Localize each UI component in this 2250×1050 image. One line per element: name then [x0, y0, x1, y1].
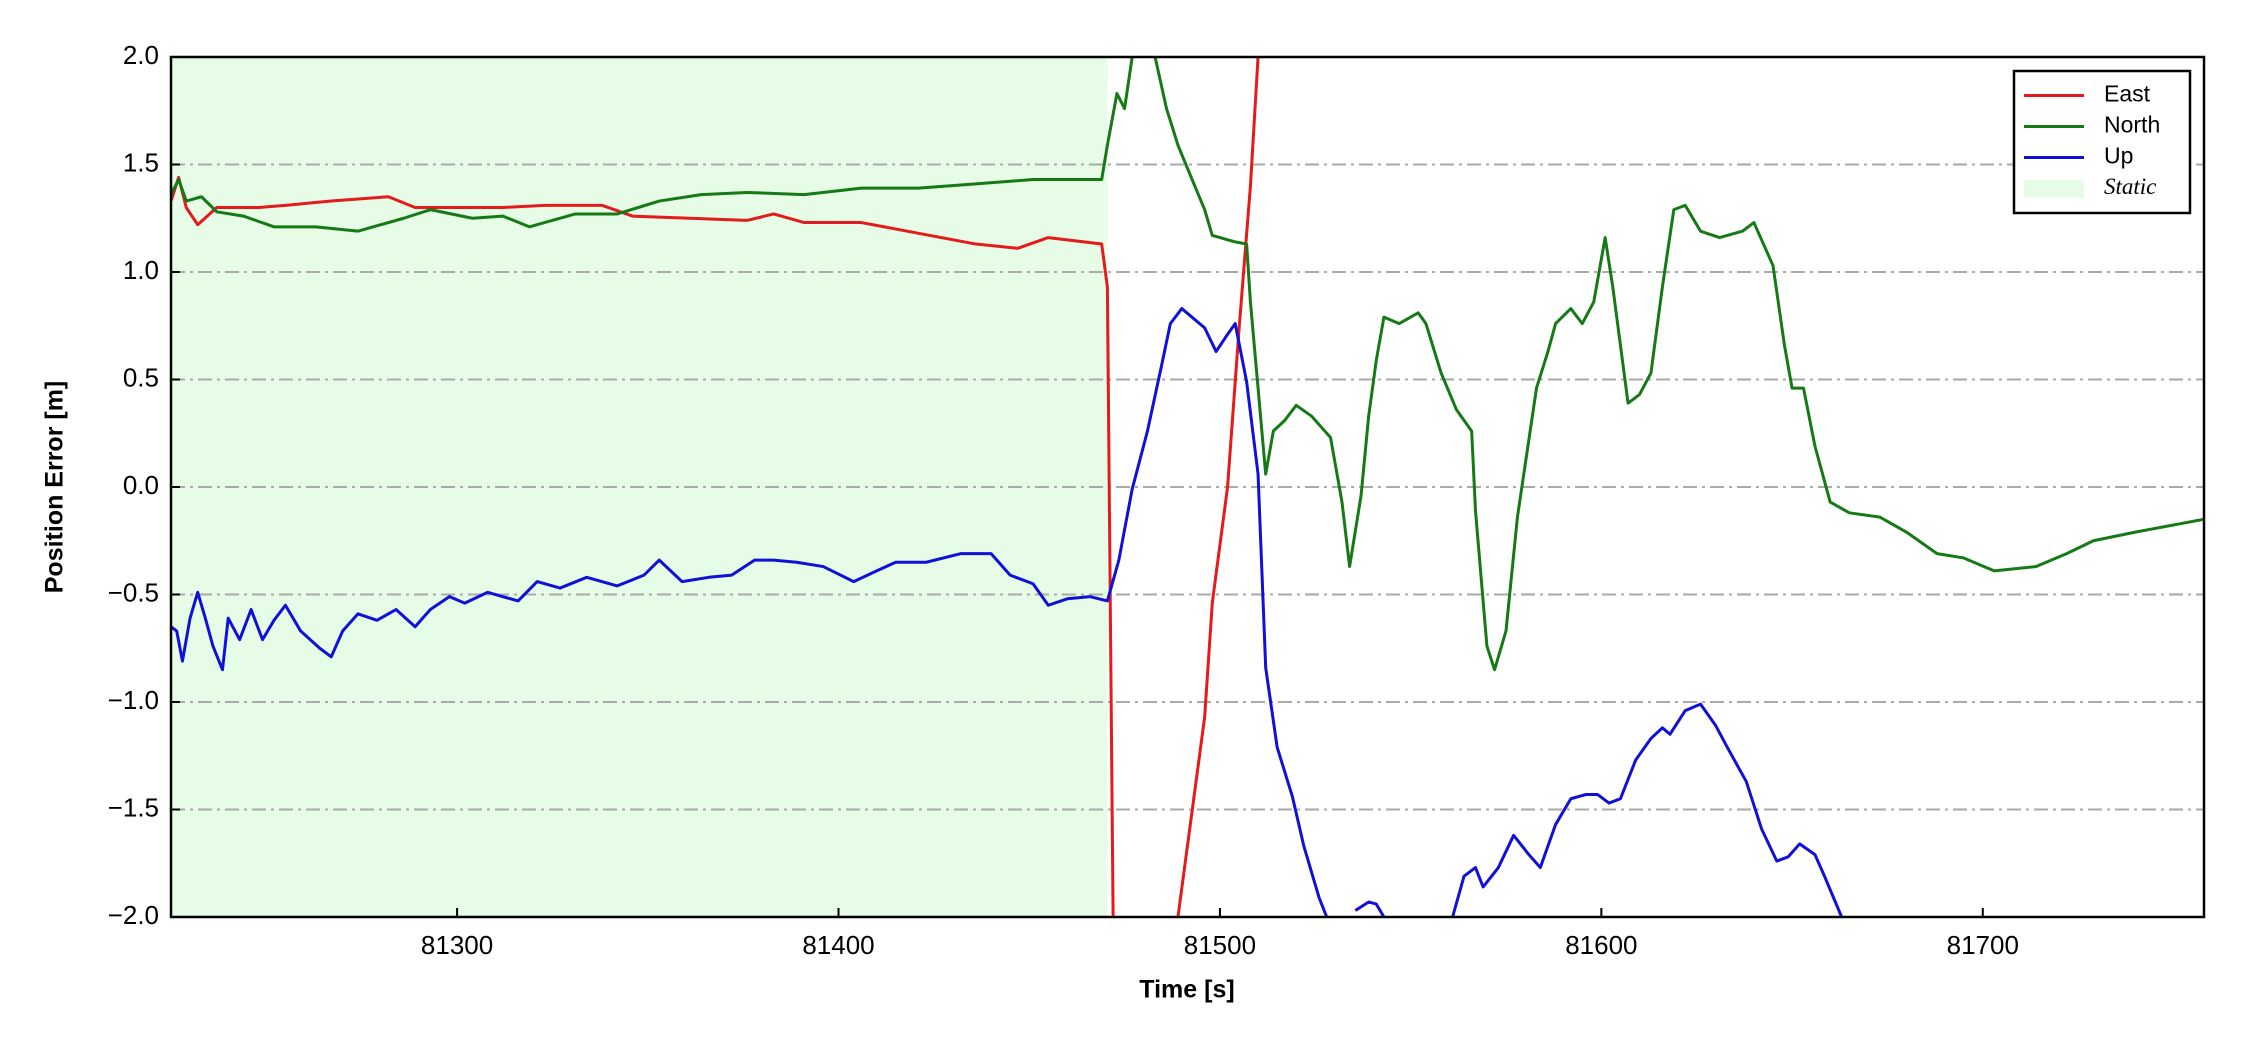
legend: East North Up Static: [2012, 69, 2192, 215]
series-line: [171, 57, 2204, 672]
y-tick-label: −1.5: [108, 792, 159, 822]
legend-label: North: [2104, 112, 2160, 138]
y-tick-label: 0.5: [123, 362, 159, 392]
y-tick-label: −0.5: [108, 577, 159, 607]
legend-label: Static: [2104, 174, 2156, 199]
plot-frame: [169, 55, 2206, 919]
legend-patch: [2024, 179, 2084, 198]
y-tick-label: 1.0: [123, 255, 159, 285]
x-tick-label: 81400: [802, 930, 874, 960]
plot-area: [171, 57, 2204, 917]
series-line: [171, 307, 1844, 917]
y-axis-title: Position Error [m]: [41, 381, 69, 594]
legend-label: East: [2104, 81, 2151, 107]
x-axis-title: Time [s]: [1139, 976, 1234, 1004]
y-tick-label: 0.0: [123, 470, 159, 500]
x-tick-label: 81300: [421, 930, 493, 960]
x-tick-label: 81500: [1184, 930, 1256, 960]
x-tick-label: 81600: [1565, 930, 1637, 960]
legend-label: Up: [2104, 143, 2133, 169]
y-tick-label: 2.0: [123, 40, 159, 70]
y-tick-label: −2.0: [108, 900, 159, 930]
x-tick-label: 81700: [1947, 930, 2019, 960]
y-tick-label: −1.0: [108, 685, 159, 715]
series-line: [171, 57, 1260, 917]
y-tick-label: 1.5: [123, 147, 159, 177]
